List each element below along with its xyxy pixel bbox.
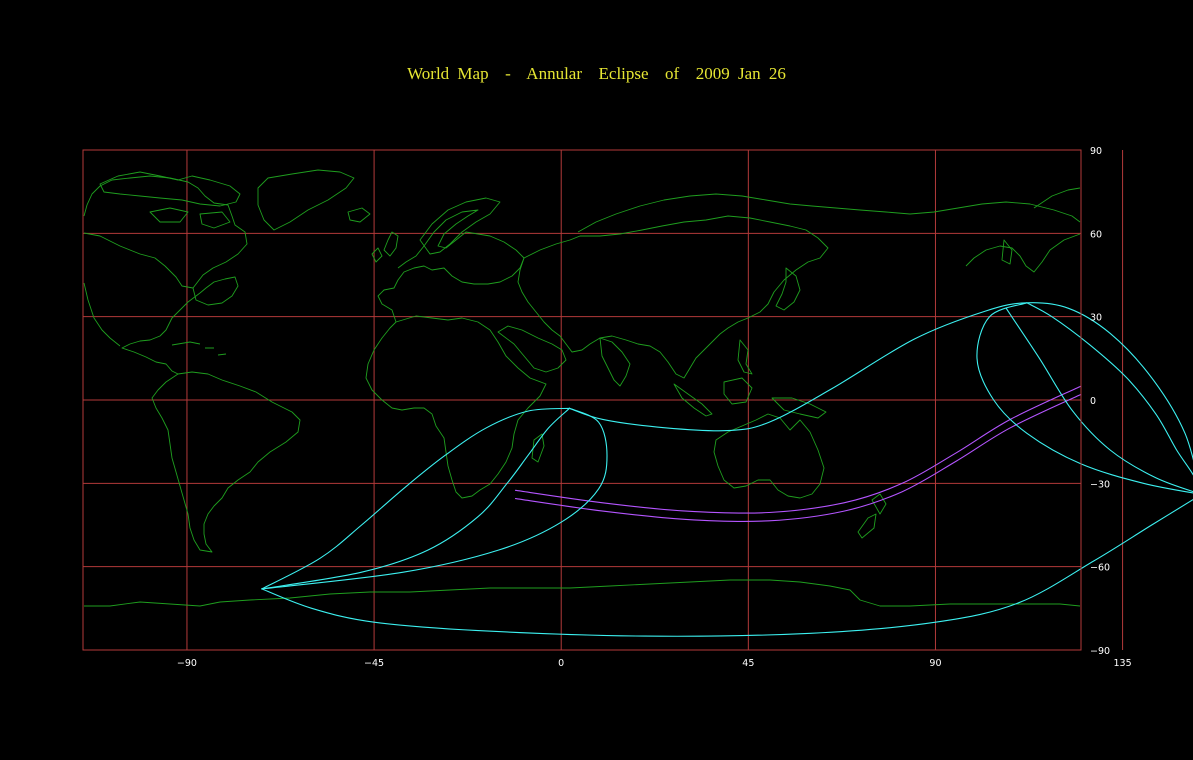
coastline-south-america [151, 371, 301, 553]
eclipse-curves [261, 302, 1193, 637]
coastline-borneo [723, 377, 753, 405]
latitude-tick-label: −90 [1090, 646, 1110, 657]
longitude-tick-label: 45 [742, 658, 754, 669]
coastline-madagascar [531, 433, 545, 463]
coastline-new-zealand [857, 493, 887, 539]
latitude-tick-label: −30 [1090, 479, 1110, 490]
longitude-axis-labels: −90−4504590135180−135 [177, 658, 1132, 669]
latitude-tick-label: −60 [1090, 563, 1110, 574]
latitude-tick-label: 90 [1090, 146, 1102, 157]
central-path-south [514, 393, 1082, 522]
southern-penumbral-limit [261, 499, 1193, 637]
longitude-tick-label: −45 [364, 658, 384, 669]
coastline-greenland [257, 169, 355, 231]
coastline-north-america [83, 175, 248, 289]
latitude-axis-labels: 90 60 30 0 −30 −60 −90 [1090, 146, 1110, 657]
coastline-scandinavia [419, 197, 501, 255]
western-inner-curve [261, 407, 608, 590]
coastline-north-america-east [121, 276, 239, 375]
latitude-tick-label: 30 [1090, 313, 1102, 324]
latitude-tick-label: 0 [1090, 396, 1096, 407]
eastern-outer-curve [976, 302, 1193, 494]
western-middle-curve [261, 407, 571, 590]
coastline-arabia [497, 325, 567, 373]
longitude-tick-label: −90 [177, 658, 197, 669]
latitude-tick-label: 60 [1090, 229, 1102, 240]
longitude-tick-label: 0 [558, 658, 564, 669]
coastline-british-isles [371, 231, 399, 263]
coastline-russia-east [965, 233, 1081, 273]
coastline-iceland [347, 207, 371, 223]
coastline-sumatra [673, 383, 713, 417]
coastline-asia [517, 215, 829, 379]
coastline-canadian-islands [99, 171, 241, 229]
coastline-north-america-west [83, 282, 121, 347]
coastline-caribbean [171, 341, 227, 356]
coastlines [83, 169, 1081, 607]
coastline-australia [713, 413, 825, 499]
northern-penumbral-limit [568, 302, 1193, 461]
western-outer-curve [261, 407, 571, 590]
eastern-diagonal-curve [1005, 307, 1193, 493]
coastline-africa [365, 315, 547, 499]
map-frame [82, 149, 1082, 651]
coastline-antarctica [84, 579, 1081, 607]
page-title: World Map - Annular Eclipse of 2009 Jan … [407, 64, 786, 83]
longitude-tick-label: 90 [929, 658, 941, 669]
coastline-siberia-north [577, 193, 1081, 233]
eastern-inner-curve [1026, 302, 1193, 476]
coastline-japan [775, 267, 801, 311]
coastline-kamchatka [1001, 239, 1013, 265]
coastline-philippines [737, 339, 753, 375]
coastline-india [599, 337, 631, 387]
coastline-alaska [1033, 187, 1081, 209]
coastline-new-guinea [771, 397, 827, 419]
longitude-tick-label: 135 [1114, 658, 1132, 669]
central-path-north [514, 385, 1082, 514]
